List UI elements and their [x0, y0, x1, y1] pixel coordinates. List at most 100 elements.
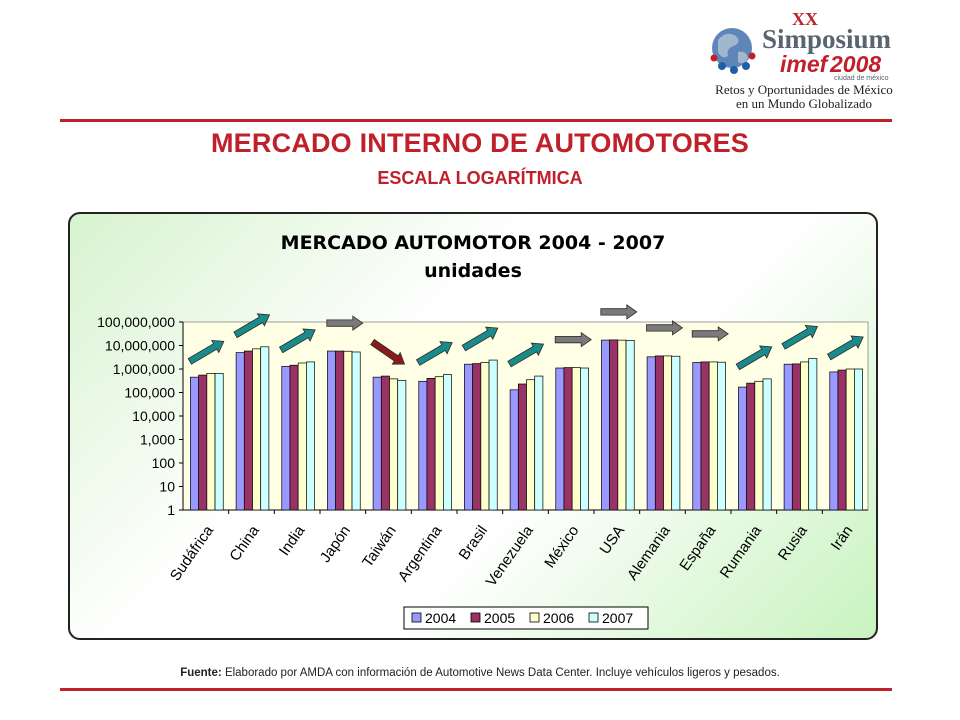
bar-2007-3: [351, 351, 361, 511]
legend-label: 2006: [543, 610, 574, 626]
source-note: Fuente: Elaborado por AMDA con informaci…: [0, 667, 960, 679]
page-title: MERCADO INTERNO DE AUTOMOTORES: [210, 128, 750, 158]
trend-arrow-flat: [600, 304, 638, 320]
legend-label: 2004: [425, 610, 456, 626]
trend-arrow-up: [826, 335, 864, 361]
bar-2007-10: [671, 355, 681, 511]
bar-2006-0: [206, 373, 216, 511]
x-tick-label: Alemania: [624, 522, 674, 584]
bar-2007-9: [625, 340, 635, 511]
trend-arrow-up: [461, 326, 499, 352]
bar-2006-10: [663, 355, 673, 511]
bar-2005-13: [791, 363, 801, 511]
bar-2005-12: [746, 382, 756, 511]
simposium-logo: XX Simposium imef 2008 ciudad de méxico …: [700, 8, 910, 113]
bar-2006-14: [845, 368, 855, 511]
bar-2004-9: [601, 339, 610, 511]
globe-icon: [710, 28, 756, 74]
legend-swatch: [588, 612, 599, 623]
bar-2004-2: [281, 365, 291, 511]
trend-arrow-up: [278, 328, 316, 354]
x-tick-label: Rumania: [717, 522, 766, 581]
bar-2007-8: [580, 367, 589, 511]
x-tick-label: México: [541, 523, 582, 572]
y-tick-label: 100,000,000: [97, 314, 175, 330]
trend-arrow-down: [370, 338, 406, 365]
bar-2007-5: [443, 374, 452, 511]
bar-2006-7: [526, 379, 536, 511]
y-tick-label: 1,000: [140, 432, 175, 448]
bar-2007-13: [808, 358, 818, 511]
legend-label: 2007: [602, 610, 633, 626]
bar-2004-14: [829, 371, 839, 511]
chart-title: MERCADO AUTOMOTOR 2004 - 2007: [281, 232, 666, 254]
y-tick-label: 10: [159, 479, 175, 495]
x-tick-label: Taiwán: [359, 523, 400, 571]
bar-2004-11: [692, 362, 702, 511]
bar-2004-7: [509, 389, 519, 511]
page-subtitle: ESCALA LOGARÍTMICA: [377, 168, 583, 188]
bar-2005-0: [198, 374, 208, 511]
legend-label: 2005: [484, 610, 515, 626]
trend-arrow-up: [233, 313, 271, 339]
bar-2006-9: [617, 339, 627, 511]
bar-2004-4: [372, 376, 382, 511]
bar-2007-14: [854, 368, 863, 511]
trend-arrow-up: [781, 325, 819, 350]
bar-2006-11: [708, 361, 718, 511]
bar-2004-8: [555, 367, 565, 511]
bottom-divider: [60, 688, 892, 691]
bar-2007-2: [306, 361, 315, 511]
bar-2005-10: [654, 355, 664, 511]
chart-legend: 2004 2005 2006 2007: [403, 606, 649, 630]
bar-2006-2: [297, 362, 307, 511]
bar-2005-7: [517, 383, 527, 511]
x-tick-label: USA: [596, 523, 628, 558]
bar-2006-4: [389, 378, 399, 511]
x-tick-label: Irán: [828, 523, 857, 554]
trend-arrow-flat: [691, 326, 729, 342]
y-tick-label: 100: [152, 455, 176, 471]
trend-arrow-flat: [554, 331, 592, 348]
top-divider: [60, 119, 892, 122]
bar-2005-14: [837, 369, 847, 511]
logo-roman: XX: [792, 9, 818, 29]
logo-line1: Retos y Oportunidades de México: [715, 82, 893, 97]
y-tick-label: 1: [167, 502, 175, 518]
bar-2007-11: [717, 361, 726, 511]
x-tick-label: España: [676, 522, 719, 574]
legend-swatch: [470, 612, 481, 623]
bar-2005-3: [335, 350, 345, 511]
bar-2006-8: [571, 367, 581, 511]
bar-2007-1: [260, 346, 270, 511]
logo-word: Simposium: [762, 24, 892, 54]
trend-arrow-up: [187, 339, 225, 365]
trend-arrow-up: [507, 342, 545, 368]
bar-2007-4: [397, 379, 407, 511]
bar-2004-13: [783, 363, 793, 511]
bar-2007-0: [214, 373, 224, 511]
bar-2006-6: [480, 362, 490, 511]
bar-2005-9: [609, 339, 619, 511]
x-tick-label: Brasil: [456, 523, 491, 563]
chart-subtitle: unidades: [424, 260, 522, 282]
chart-container: MERCADO AUTOMOTOR 2004 - 2007 unidades 1…: [68, 212, 878, 640]
bar-2005-6: [472, 363, 482, 511]
bar-2005-2: [289, 364, 299, 511]
legend-swatch: [411, 612, 422, 623]
x-tick-label: China: [226, 522, 263, 564]
bar-2004-12: [738, 386, 747, 511]
logo-graphic: XX Simposium imef 2008 ciudad de méxico …: [710, 9, 893, 111]
bar-2006-5: [434, 376, 444, 511]
bar-2004-3: [327, 350, 336, 511]
x-tick-label: India: [276, 522, 309, 559]
y-tick-label: 10,000: [132, 408, 175, 424]
legend-swatch: [529, 612, 540, 623]
x-tick-label: Argentina: [395, 522, 446, 585]
legend-box: [403, 606, 649, 630]
logo-year: 2008: [829, 51, 881, 77]
bar-2006-1: [252, 348, 262, 511]
bar-2006-12: [754, 380, 764, 511]
trend-arrow-flat: [646, 320, 684, 336]
bar-2004-10: [646, 356, 656, 511]
